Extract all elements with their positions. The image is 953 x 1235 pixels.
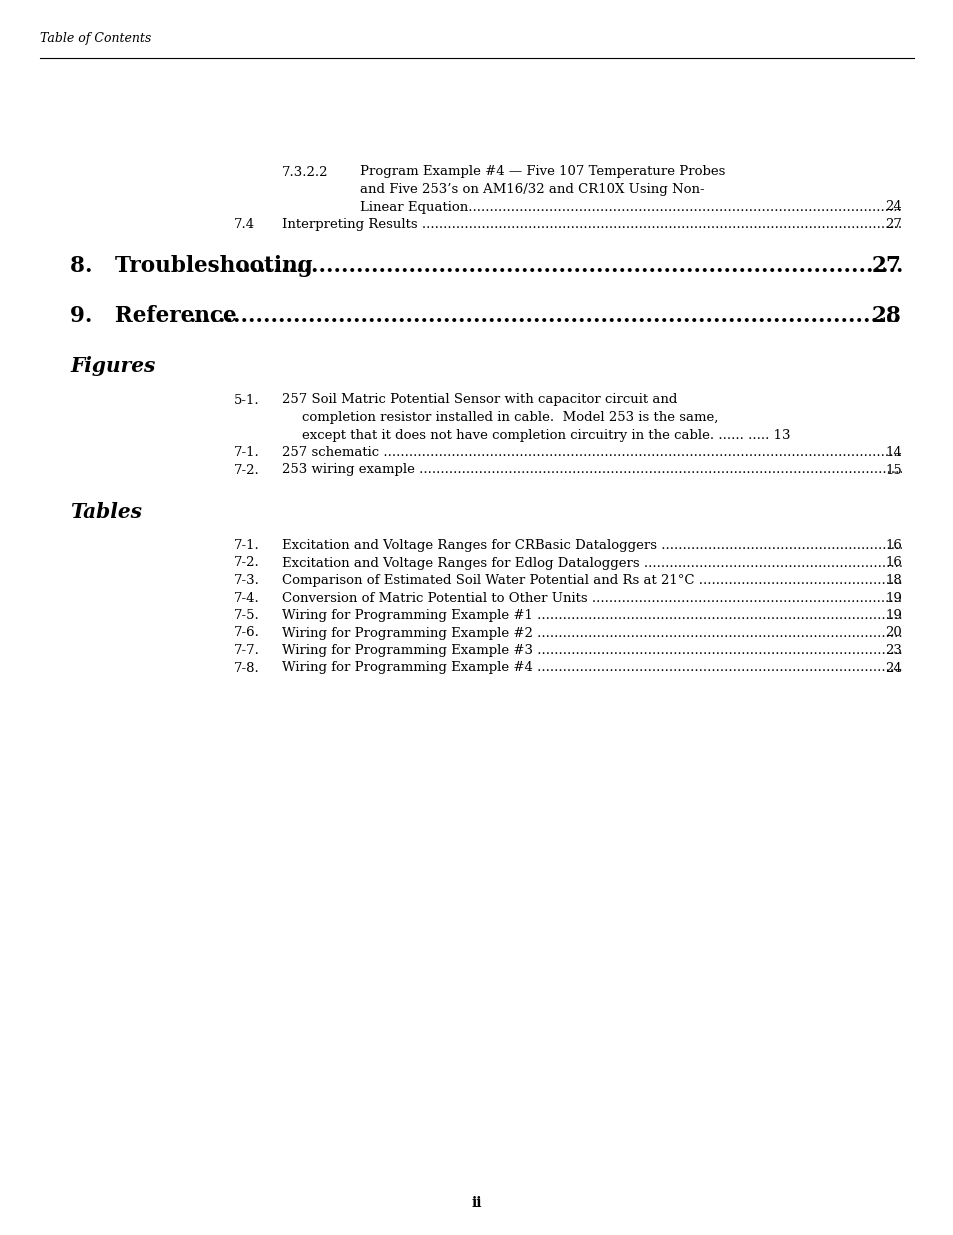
- Text: Wiring for Programming Example #2 ..............................................: Wiring for Programming Example #2 ......…: [282, 626, 953, 640]
- Text: 7-4.: 7-4.: [233, 592, 259, 604]
- Bar: [901, 556, 953, 568]
- Bar: [901, 590, 953, 604]
- Text: ................................................................................: ........................................…: [188, 305, 953, 327]
- Text: 27: 27: [884, 219, 901, 231]
- Text: 7-1.: 7-1.: [233, 538, 259, 552]
- Text: 7-5.: 7-5.: [233, 609, 259, 622]
- Text: 7-7.: 7-7.: [233, 643, 259, 657]
- Bar: [901, 216, 953, 230]
- Text: 7.3.2.2: 7.3.2.2: [282, 165, 328, 179]
- Text: 24: 24: [884, 662, 901, 674]
- Text: 9.   Reference: 9. Reference: [70, 305, 236, 327]
- Text: 257 schematic ..................................................................: 257 schematic ..........................…: [282, 446, 953, 459]
- Text: Wiring for Programming Example #4 ..............................................: Wiring for Programming Example #4 ......…: [282, 662, 953, 674]
- Text: Figures: Figures: [70, 356, 155, 375]
- Bar: [901, 625, 953, 638]
- Text: 16: 16: [884, 538, 901, 552]
- Text: Wiring for Programming Example #3 ..............................................: Wiring for Programming Example #3 ......…: [282, 643, 953, 657]
- Text: Interpreting Results ...........................................................: Interpreting Results ...................…: [282, 219, 953, 231]
- Bar: [901, 573, 953, 585]
- Bar: [901, 642, 953, 656]
- Text: Excitation and Voltage Ranges for Edlog Dataloggers ............................: Excitation and Voltage Ranges for Edlog …: [282, 557, 953, 569]
- Text: Conversion of Matric Potential to Other Units ..................................: Conversion of Matric Potential to Other …: [282, 592, 953, 604]
- Text: 20: 20: [884, 626, 901, 640]
- Text: 16: 16: [884, 557, 901, 569]
- Text: Linear Equation.................................................................: Linear Equation.........................…: [359, 200, 953, 214]
- Text: 7-3.: 7-3.: [233, 574, 259, 587]
- Bar: [901, 537, 953, 551]
- Bar: [901, 299, 953, 324]
- Text: 23: 23: [884, 643, 901, 657]
- Text: 257 Soil Matric Potential Sensor with capacitor circuit and: 257 Soil Matric Potential Sensor with ca…: [282, 394, 677, 406]
- Text: 7.4: 7.4: [233, 219, 254, 231]
- Text: 18: 18: [884, 574, 901, 587]
- Text: 19: 19: [884, 592, 901, 604]
- Text: Wiring for Programming Example #1 ..............................................: Wiring for Programming Example #1 ......…: [282, 609, 953, 622]
- Text: 14: 14: [884, 446, 901, 459]
- Text: ii: ii: [471, 1195, 482, 1210]
- Text: 7-2.: 7-2.: [233, 463, 259, 477]
- Text: 7-2.: 7-2.: [233, 557, 259, 569]
- Text: 7-8.: 7-8.: [233, 662, 259, 674]
- Text: 253 wiring example .............................................................: 253 wiring example .....................…: [282, 463, 953, 477]
- Text: Excitation and Voltage Ranges for CRBasic Dataloggers ..........................: Excitation and Voltage Ranges for CRBasi…: [282, 538, 953, 552]
- Bar: [901, 608, 953, 621]
- Text: Table of Contents: Table of Contents: [40, 32, 152, 44]
- Bar: [901, 661, 953, 673]
- Bar: [901, 462, 953, 475]
- Text: and Five 253’s on AM16/32 and CR10X Using Non-: and Five 253’s on AM16/32 and CR10X Usin…: [359, 183, 704, 196]
- Text: 28: 28: [871, 305, 901, 327]
- Bar: [901, 445, 953, 458]
- Text: 5-1.: 5-1.: [233, 394, 259, 406]
- Bar: [901, 199, 953, 212]
- Text: completion resistor installed in cable.  Model 253 is the same,: completion resistor installed in cable. …: [302, 411, 718, 424]
- Text: 24: 24: [884, 200, 901, 214]
- Text: 8.   Troubleshooting: 8. Troubleshooting: [70, 254, 313, 277]
- Text: 15: 15: [884, 463, 901, 477]
- Text: Comparison of Estimated Soil Water Potential and Rs at 21°C ....................: Comparison of Estimated Soil Water Poten…: [282, 574, 953, 587]
- Text: Program Example #4 — Five 107 Temperature Probes: Program Example #4 — Five 107 Temperatur…: [359, 165, 724, 179]
- Text: ................................................................................: ........................................…: [236, 254, 953, 277]
- Text: 27: 27: [871, 254, 901, 277]
- Text: Tables: Tables: [70, 501, 142, 521]
- Bar: [901, 249, 953, 274]
- Text: 7-1.: 7-1.: [233, 446, 259, 459]
- Text: except that it does not have completion circuitry in the cable. ...... ..... 13: except that it does not have completion …: [302, 429, 790, 441]
- Text: 19: 19: [884, 609, 901, 622]
- Text: 7-6.: 7-6.: [233, 626, 259, 640]
